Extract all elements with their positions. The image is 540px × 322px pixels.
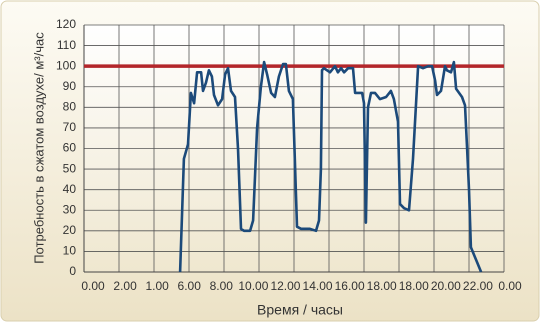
y-tick-label: 50 bbox=[63, 161, 77, 175]
x-tick-label: 16.00 bbox=[335, 279, 365, 293]
y-tick-label: 90 bbox=[63, 79, 77, 93]
x-tick-label: 0.00 bbox=[81, 279, 105, 293]
y-tick-label: 80 bbox=[63, 100, 77, 114]
x-tick-label: 10.00 bbox=[238, 279, 268, 293]
y-tick-label: 40 bbox=[63, 182, 77, 196]
x-tick-label: 18.00 bbox=[367, 279, 397, 293]
y-tick-label: 100 bbox=[56, 58, 76, 72]
x-axis-title: Время / часы bbox=[257, 302, 343, 318]
x-tick-label: 8.00 bbox=[210, 279, 234, 293]
x-tick-label: 0.00 bbox=[498, 279, 522, 293]
y-tick-label: 30 bbox=[63, 202, 77, 216]
x-tick-label: 20.00 bbox=[431, 279, 461, 293]
y-tick-label: 70 bbox=[63, 120, 77, 134]
x-tick-label: 22.00 bbox=[463, 279, 493, 293]
x-tick-label: 14.00 bbox=[303, 279, 333, 293]
y-tick-label: 110 bbox=[57, 38, 76, 52]
x-tick-label: 1.00 bbox=[145, 279, 169, 293]
y-tick-label: 0 bbox=[69, 264, 76, 278]
y-tick-label: 10 bbox=[63, 244, 77, 258]
data-line bbox=[178, 60, 483, 273]
x-tick-label: 2.00 bbox=[113, 279, 137, 293]
y-tick-label: 60 bbox=[63, 141, 77, 155]
x-tick-label: 18.00 bbox=[399, 279, 429, 293]
x-tick-label: 12.00 bbox=[270, 279, 300, 293]
y-tick-label: 120 bbox=[56, 17, 76, 31]
x-tick-label: 6.00 bbox=[178, 279, 202, 293]
y-axis-title: Потребность в сжатом воздухе/ м³/час bbox=[31, 32, 46, 264]
y-tick-label: 20 bbox=[63, 223, 77, 237]
